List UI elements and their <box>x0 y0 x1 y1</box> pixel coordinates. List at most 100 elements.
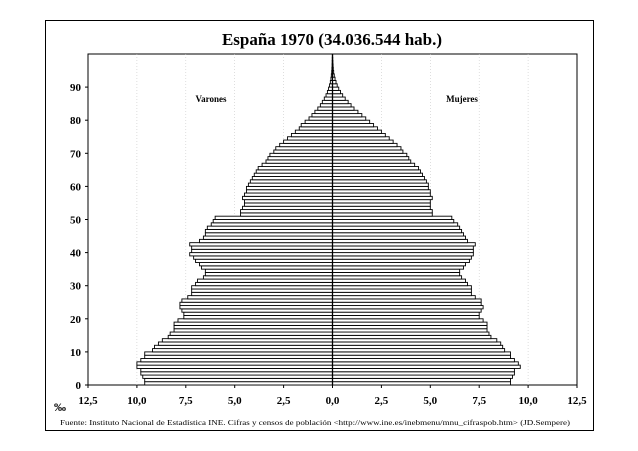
male-bar <box>253 172 333 177</box>
male-bar <box>189 252 333 257</box>
female-bar <box>332 185 429 191</box>
male-bar <box>326 89 333 95</box>
x-axis-ticks: 12,5 10,0 7,5 5,0 2,5 0,0 2,5 5,0 7,5 10,0 12,5 <box>78 385 587 407</box>
male-bar <box>183 315 333 320</box>
female-bar <box>332 311 480 316</box>
male-bar <box>195 258 333 263</box>
female-bar <box>332 341 502 346</box>
male-bar <box>140 371 333 376</box>
male-bar <box>247 182 333 187</box>
female-bar <box>332 275 463 280</box>
female-bar <box>332 361 519 366</box>
female-bar <box>332 146 402 151</box>
female-bar <box>332 255 472 260</box>
female-bar <box>332 89 341 95</box>
male-bar <box>195 281 333 287</box>
female-bar <box>332 199 431 204</box>
female-bar <box>332 212 433 217</box>
y-tick-label: 10 <box>70 347 82 359</box>
female-bars <box>332 53 521 386</box>
male-bar <box>181 298 333 303</box>
x-tick-label: 12,5 <box>78 395 98 407</box>
male-bar <box>144 354 333 359</box>
male-bar <box>191 245 333 250</box>
female-bar <box>332 358 515 363</box>
male-bar <box>204 272 333 277</box>
male-bar <box>249 179 333 184</box>
female-bar <box>332 129 382 134</box>
female-bar <box>332 245 474 250</box>
female-bar <box>332 205 431 211</box>
female-bar <box>332 152 408 158</box>
male-bar <box>308 116 333 121</box>
male-bar <box>167 334 333 340</box>
male-bar <box>317 106 333 111</box>
male-bar <box>245 185 333 191</box>
female-bar <box>332 238 468 244</box>
male-bar <box>279 142 333 148</box>
male-bar <box>140 368 333 373</box>
x-tick-label: 10,0 <box>127 395 147 407</box>
male-bar <box>189 242 333 247</box>
male-bar <box>144 377 333 383</box>
male-bar <box>204 232 333 237</box>
female-bar <box>332 116 367 121</box>
male-bar <box>290 132 333 138</box>
female-bar <box>332 338 498 343</box>
female-bar <box>332 232 465 237</box>
x-tick-label: 5,0 <box>228 395 242 407</box>
female-bar <box>332 364 521 369</box>
male-bar <box>287 136 333 141</box>
female-bar <box>332 179 427 184</box>
female-bar <box>332 258 470 263</box>
male-bar <box>169 331 333 336</box>
chart-title: España 1970 (34.036.544 hab.) <box>222 30 442 49</box>
female-bar <box>332 268 461 273</box>
female-bar <box>332 113 363 118</box>
female-bar <box>332 308 482 313</box>
female-bar <box>332 162 416 167</box>
male-bar <box>204 268 333 273</box>
female-bar <box>332 295 476 300</box>
male-bar <box>136 361 333 366</box>
female-bar <box>332 272 461 277</box>
male-bar <box>202 275 333 280</box>
female-bar <box>332 248 474 254</box>
female-bar <box>332 288 472 293</box>
female-bar <box>332 368 515 373</box>
male-bar <box>244 199 333 204</box>
male-bar <box>173 328 333 333</box>
female-bar <box>332 106 355 111</box>
y-tick-label: 40 <box>70 248 82 260</box>
legend-varones: Varones <box>195 94 227 104</box>
female-bar <box>332 195 433 201</box>
female-bar <box>332 159 412 164</box>
male-bar <box>187 295 333 300</box>
y-tick-label: 90 <box>70 82 82 94</box>
y-tick-label: 50 <box>70 215 82 227</box>
female-bar <box>332 301 482 307</box>
male-bar <box>269 152 333 158</box>
male-bar <box>210 222 333 227</box>
male-bar <box>136 364 333 369</box>
female-bar <box>332 136 390 141</box>
male-bar <box>200 265 333 270</box>
female-bar <box>332 242 476 247</box>
female-bar <box>332 176 425 181</box>
female-bar <box>332 119 371 124</box>
female-bar <box>332 86 340 91</box>
chart-frame: España 1970 (34.036.544 hab.) 0 10 20 30 40 5… <box>45 20 594 431</box>
female-bar <box>332 225 461 230</box>
female-bar <box>332 328 488 333</box>
female-bar <box>332 377 511 383</box>
x-tick-label: 2,5 <box>375 395 389 407</box>
male-bar <box>181 308 333 313</box>
female-bar <box>332 166 420 171</box>
y-tick-label: 0 <box>76 380 82 392</box>
female-bar <box>332 262 466 267</box>
male-bar <box>245 189 333 194</box>
female-bar <box>332 344 504 350</box>
x-tick-label: 7,5 <box>472 395 486 407</box>
female-bar <box>332 278 466 283</box>
female-bar <box>332 252 474 257</box>
